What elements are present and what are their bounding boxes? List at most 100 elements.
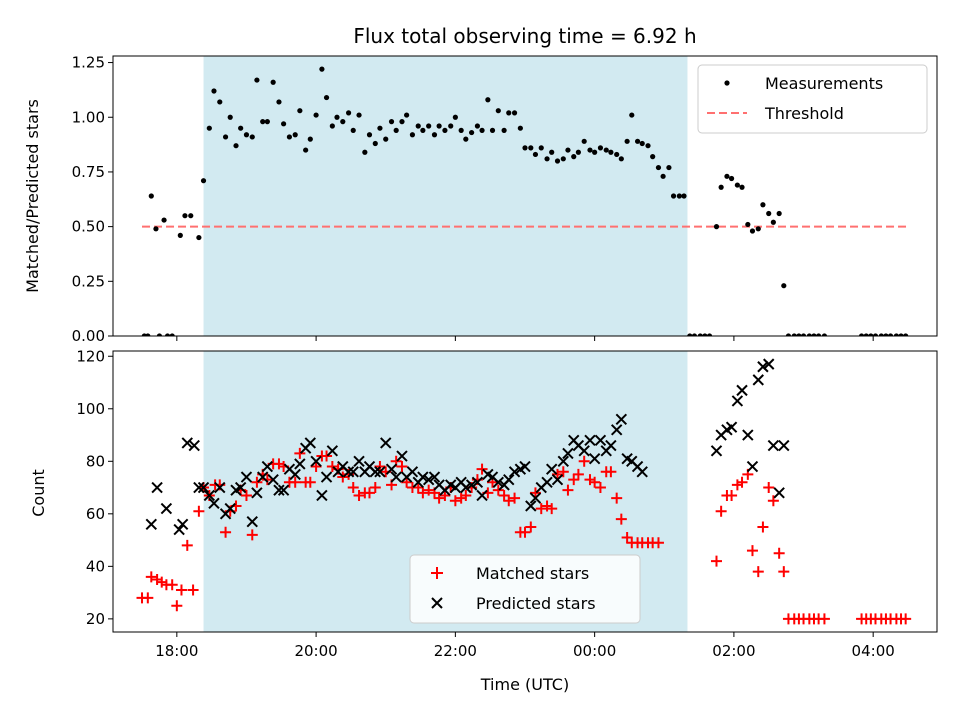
- measurement-point: [565, 147, 571, 153]
- predicted-star-point: [763, 358, 775, 370]
- matched-star-point: [246, 529, 258, 541]
- matched-star-point: [171, 600, 183, 612]
- predicted-star-point: [208, 497, 220, 510]
- measurement-point: [276, 99, 282, 105]
- matched-star-point: [460, 489, 472, 501]
- measurement-point: [169, 333, 175, 336]
- measurement-point: [522, 145, 528, 151]
- measurement-point: [281, 121, 287, 127]
- bottom-panel: 20 40 60 80 100 120 18:00 20:00 22:00 00:00 02:00 0…: [76, 347, 938, 660]
- predicted-star-point: [736, 384, 748, 397]
- measurement-point: [749, 228, 756, 234]
- measurement-point: [362, 149, 368, 155]
- measurement-point: [297, 108, 303, 114]
- measurement-point: [501, 127, 507, 133]
- x-tick-label: 18:00: [155, 642, 198, 660]
- predicted-star-point: [503, 473, 515, 486]
- measurement-point: [340, 119, 346, 125]
- measurement-point: [206, 125, 212, 131]
- measurement-point: [532, 151, 539, 158]
- measurement-point: [217, 99, 223, 105]
- measurement-point: [645, 143, 651, 149]
- measurement-point: [734, 182, 740, 188]
- matched-star-point: [578, 455, 590, 467]
- measurement-point: [887, 333, 894, 336]
- matched-star-point: [433, 492, 445, 504]
- predicted-star-point: [557, 455, 570, 468]
- predicted-star-point: [551, 473, 564, 486]
- y-tick-label: 20: [86, 610, 105, 628]
- matched-star-point: [187, 584, 199, 596]
- measurement-point: [161, 217, 167, 223]
- predicted-star-point: [471, 476, 484, 489]
- measurement-point: [806, 333, 812, 336]
- measurement-point: [489, 127, 496, 133]
- predicted-star-point: [594, 434, 607, 446]
- legend-predicted-marker: [431, 597, 443, 609]
- measurement-point: [739, 184, 745, 190]
- measurement-point: [571, 154, 577, 160]
- matched-star-point: [304, 476, 316, 488]
- matched-star-point: [347, 482, 359, 494]
- matched-star-point: [423, 484, 435, 496]
- predicted-star-point: [224, 502, 236, 515]
- measurement-point: [597, 145, 604, 151]
- measurement-point: [469, 129, 475, 136]
- predicted-star-point: [417, 471, 429, 483]
- measurement-point: [517, 125, 523, 131]
- x-axis-label: Time (UTC): [480, 675, 569, 694]
- measurement-point: [755, 226, 761, 232]
- measurement-point: [878, 333, 884, 336]
- measurement-point: [776, 210, 782, 217]
- measurement-point: [233, 143, 239, 149]
- measurement-point: [479, 127, 485, 133]
- measurement-point: [581, 138, 587, 144]
- predicted-star-point: [778, 439, 790, 452]
- measurement-point: [474, 123, 481, 129]
- measurement-point: [334, 114, 340, 120]
- y-tick-label: 1.25: [72, 54, 105, 72]
- measurement-point: [655, 164, 662, 171]
- predicted-star-point: [369, 466, 381, 478]
- matched-star-point: [736, 476, 748, 488]
- measurement-point: [660, 173, 666, 179]
- predicted-star-point: [767, 439, 780, 452]
- x-tick-label: 02:00: [712, 642, 755, 660]
- measurement-point: [608, 149, 614, 155]
- measurement-point: [666, 164, 672, 171]
- matched-star-point: [562, 484, 574, 496]
- legend-matched-label: Matched stars: [476, 564, 589, 583]
- predicted-star-point: [380, 437, 392, 449]
- measurement-point: [264, 119, 270, 125]
- measurement-point: [858, 333, 865, 336]
- matched-star-point: [181, 539, 193, 551]
- matched-star-point: [572, 468, 584, 480]
- legend-box: [409, 554, 641, 624]
- measurement-point: [624, 138, 630, 144]
- y-tick-label: 1.00: [72, 108, 105, 126]
- predicted-star-point: [246, 515, 258, 528]
- measurement-point: [399, 119, 405, 125]
- measurement-point: [766, 210, 772, 217]
- predicted-star-point: [773, 487, 785, 499]
- matched-star-point: [240, 489, 252, 501]
- matched-star-point: [492, 484, 504, 496]
- measurement-point: [200, 178, 207, 184]
- legend-predicted-label: Predicted stars: [476, 594, 596, 613]
- measurement-point: [681, 193, 687, 199]
- measurement-point: [800, 333, 807, 336]
- matched-star-point: [145, 571, 157, 583]
- measurement-point: [238, 125, 244, 131]
- measurement-point: [426, 123, 432, 129]
- measurement-point: [728, 175, 735, 182]
- measurement-point: [697, 333, 703, 336]
- observing-window: [203, 56, 688, 336]
- predicted-star-point: [460, 481, 472, 494]
- top-y-axis-label: Matched/Predicted stars: [23, 99, 42, 293]
- predicted-star-point: [203, 489, 216, 502]
- measurement-point: [724, 173, 730, 179]
- measurement-point: [511, 110, 518, 116]
- predicted-star-point: [578, 445, 590, 457]
- measurement-point: [554, 158, 561, 164]
